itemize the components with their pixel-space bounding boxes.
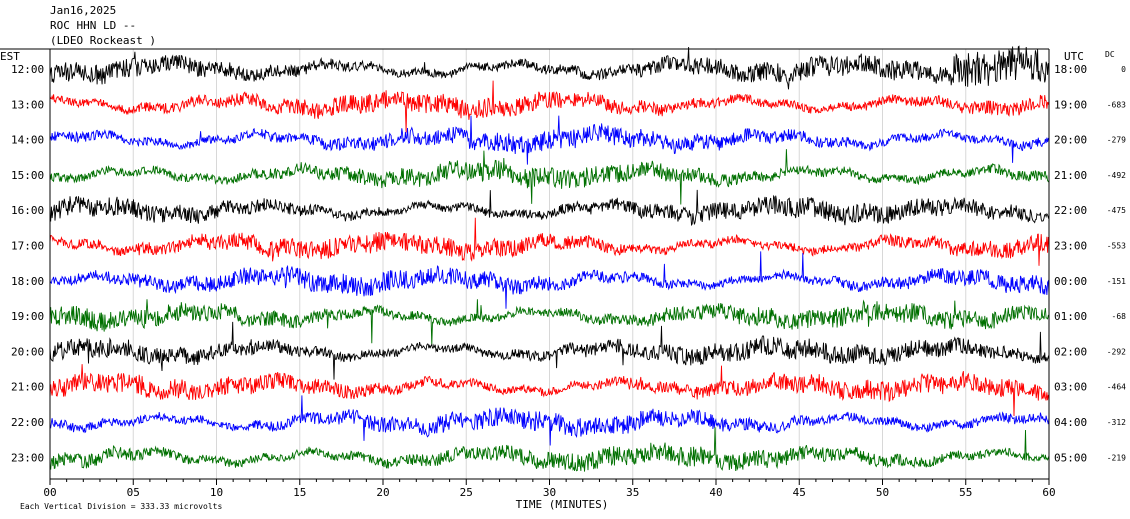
x-tick-label: 35 (626, 486, 639, 499)
row-label-local: 14:00 (11, 134, 44, 147)
right-timezone-label: UTC (1064, 50, 1084, 63)
row-dc-offset: -492 (1107, 171, 1126, 180)
x-tick-label: 45 (793, 486, 806, 499)
x-tick-label: 00 (43, 486, 56, 499)
row-label-local: 23:00 (11, 451, 44, 464)
row-label-utc: 03:00 (1054, 381, 1087, 394)
row-label-local: 15:00 (11, 169, 44, 182)
row-label-utc: 18:00 (1054, 63, 1087, 76)
vertical-scale-note: Each Vertical Division = 333.33 microvol… (20, 502, 222, 511)
row-labels: 12:00 18:00 0 13:00 19:00 -683 14:00 20:00 -279 1… (11, 63, 1126, 464)
row-label-local: 21:00 (11, 381, 44, 394)
row-label-local: 16:00 (11, 204, 44, 217)
x-tick-label: 60 (1042, 486, 1055, 499)
row-dc-offset: -464 (1107, 383, 1126, 392)
trace-row (49, 321, 1050, 380)
trace-row (49, 80, 1050, 133)
row-dc-offset: -219 (1107, 453, 1126, 462)
x-tick-label: 40 (709, 486, 722, 499)
x-tick-label: 25 (460, 486, 473, 499)
row-label-utc: 21:00 (1054, 169, 1087, 182)
row-label-local: 19:00 (11, 310, 44, 323)
trace-row (49, 251, 1050, 309)
row-label-utc: 01:00 (1054, 310, 1087, 323)
header-station: ROC HHN LD -- (50, 19, 137, 32)
trace-row (49, 364, 1050, 417)
row-label-local: 13:00 (11, 98, 44, 111)
row-dc-offset: -279 (1107, 136, 1126, 145)
row-dc-offset: -292 (1107, 347, 1126, 356)
row-label-local: 12:00 (11, 63, 44, 76)
minute-gridlines (132, 49, 967, 479)
trace-row (49, 427, 1050, 472)
dc-column-header: DC (1105, 50, 1115, 59)
x-tick-label: 50 (876, 486, 889, 499)
x-tick-label: 15 (293, 486, 306, 499)
row-label-utc: 20:00 (1054, 134, 1087, 147)
trace-row (49, 217, 1050, 266)
row-label-utc: 22:00 (1054, 204, 1087, 217)
left-timezone-label: EST (0, 50, 20, 63)
row-label-utc: 19:00 (1054, 98, 1087, 111)
trace-row (50, 189, 1050, 227)
x-tick-label: 55 (959, 486, 972, 499)
x-tick-label: 20 (376, 486, 389, 499)
trace-row (49, 45, 1050, 90)
trace-row (49, 395, 1050, 446)
x-axis-ticks: 00 05 10 15 20 25 30 35 40 45 50 55 60 (43, 479, 1056, 499)
seismic-traces (49, 45, 1050, 472)
header-network: (LDEO Rockeast ) (50, 34, 156, 47)
x-axis-title: TIME (MINUTES) (516, 498, 609, 511)
trace-row (49, 149, 1050, 205)
x-tick-label: 30 (543, 486, 556, 499)
row-label-utc: 00:00 (1054, 275, 1087, 288)
row-dc-offset: -683 (1107, 100, 1126, 109)
row-label-local: 17:00 (11, 240, 44, 253)
row-dc-offset: -68 (1112, 312, 1127, 321)
header-date: Jan16,2025 (50, 4, 117, 17)
x-tick-label: 05 (127, 486, 140, 499)
row-dc-offset: -553 (1107, 242, 1126, 251)
row-label-utc: 23:00 (1054, 240, 1087, 253)
row-label-utc: 02:00 (1054, 345, 1087, 358)
row-label-utc: 04:00 (1054, 416, 1087, 429)
row-label-local: 18:00 (11, 275, 44, 288)
row-dc-offset: -475 (1107, 206, 1126, 215)
row-label-local: 22:00 (11, 416, 44, 429)
row-dc-offset: -312 (1107, 418, 1126, 427)
trace-row (49, 299, 1050, 346)
row-dc-offset: -151 (1107, 277, 1126, 286)
row-dc-offset: 0 (1121, 65, 1126, 74)
row-label-utc: 05:00 (1054, 451, 1087, 464)
x-tick-label: 10 (210, 486, 223, 499)
row-label-local: 20:00 (11, 345, 44, 358)
trace-row (49, 115, 1050, 165)
